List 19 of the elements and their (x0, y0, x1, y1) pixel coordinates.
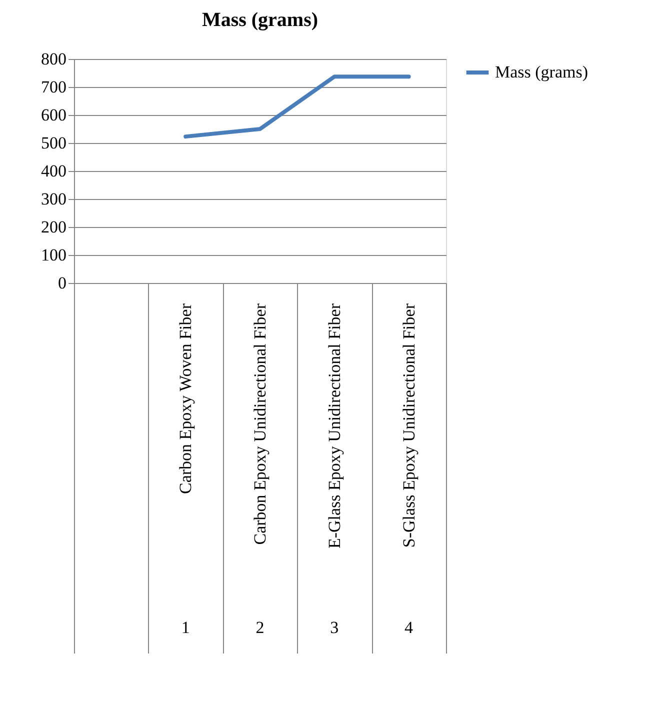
y-tick-label: 800 (41, 50, 66, 68)
x-tick-label: S-Glass Epoxy Unidirectional Fiber (399, 303, 418, 548)
y-tick-label: 500 (41, 134, 66, 152)
legend-label: Mass (grams) (495, 62, 588, 82)
y-tick-label: 0 (58, 274, 66, 292)
x-tick-label: Carbon Epoxy Woven Fiber (176, 303, 196, 494)
y-tick-label: 100 (41, 246, 66, 264)
chart-title: Mass (grams) (202, 9, 318, 31)
text: 3 (330, 618, 339, 637)
x-tick-label: E-Glass Epoxy Unidirectional Fiber (324, 303, 344, 549)
y-tick-label: 200 (41, 218, 66, 236)
text: 4 (404, 618, 414, 637)
text: 1 (181, 618, 190, 637)
y-tick-label: 300 (41, 190, 66, 208)
x-tick-label: Carbon Epoxy Unidirectional Fiber (250, 303, 270, 545)
y-tick-label: 700 (41, 78, 66, 96)
text: 2 (256, 618, 264, 637)
y-tick-label: 600 (41, 106, 66, 124)
y-tick-label: 400 (41, 162, 66, 180)
